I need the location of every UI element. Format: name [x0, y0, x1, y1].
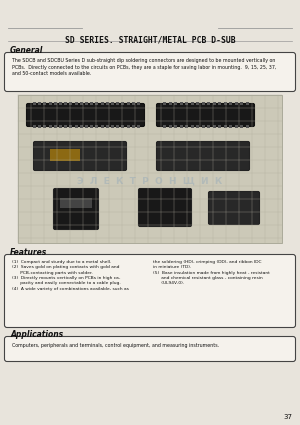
- Bar: [49, 125, 52, 128]
- Bar: [240, 102, 243, 105]
- Text: 37: 37: [283, 414, 292, 420]
- FancyBboxPatch shape: [4, 255, 296, 328]
- Bar: [137, 125, 140, 128]
- Bar: [122, 125, 124, 128]
- Bar: [80, 125, 83, 128]
- Bar: [229, 125, 232, 128]
- Bar: [64, 125, 67, 128]
- Bar: [18, 95, 282, 243]
- Text: Features: Features: [10, 248, 47, 257]
- Bar: [116, 125, 119, 128]
- Bar: [100, 125, 103, 128]
- Bar: [80, 102, 83, 105]
- FancyBboxPatch shape: [53, 189, 98, 230]
- Bar: [59, 102, 62, 105]
- Bar: [229, 102, 232, 105]
- Bar: [163, 125, 166, 128]
- Bar: [169, 125, 172, 128]
- Bar: [64, 102, 67, 105]
- FancyBboxPatch shape: [34, 142, 127, 170]
- Bar: [111, 125, 114, 128]
- FancyBboxPatch shape: [139, 189, 191, 227]
- Text: Applications: Applications: [10, 330, 63, 339]
- Bar: [179, 125, 182, 128]
- Bar: [218, 102, 221, 105]
- Bar: [137, 102, 140, 105]
- Bar: [196, 102, 199, 105]
- Bar: [60, 198, 92, 208]
- Bar: [85, 125, 88, 128]
- Bar: [111, 102, 114, 105]
- Bar: [75, 102, 78, 105]
- Bar: [202, 125, 205, 128]
- FancyBboxPatch shape: [157, 104, 254, 127]
- Bar: [174, 125, 177, 128]
- Bar: [174, 102, 177, 105]
- Bar: [212, 125, 215, 128]
- FancyBboxPatch shape: [208, 192, 260, 224]
- Bar: [245, 102, 248, 105]
- Bar: [224, 102, 226, 105]
- Bar: [190, 125, 194, 128]
- Text: Э  Л  Е  К  Т  Р  О  Н  Щ  И  К: Э Л Е К Т Р О Н Щ И К: [77, 176, 223, 185]
- Bar: [69, 125, 72, 128]
- Bar: [127, 102, 130, 105]
- Bar: [49, 102, 52, 105]
- Bar: [85, 102, 88, 105]
- Bar: [185, 125, 188, 128]
- Bar: [169, 102, 172, 105]
- Bar: [207, 125, 210, 128]
- Bar: [90, 125, 93, 128]
- Bar: [54, 102, 57, 105]
- Bar: [212, 102, 215, 105]
- Bar: [218, 125, 221, 128]
- Bar: [90, 102, 93, 105]
- Bar: [207, 102, 210, 105]
- Bar: [122, 102, 124, 105]
- Text: Computers, peripherals and terminals, control equipment, and measuring instrumen: Computers, peripherals and terminals, co…: [12, 343, 219, 348]
- Bar: [190, 102, 194, 105]
- Bar: [44, 102, 46, 105]
- Bar: [224, 125, 226, 128]
- Bar: [100, 102, 103, 105]
- Bar: [95, 125, 98, 128]
- Bar: [95, 102, 98, 105]
- Bar: [245, 125, 248, 128]
- Bar: [38, 102, 41, 105]
- Text: The SDCB and SDCBU Series D sub-straight dip soldering connectors are designed t: The SDCB and SDCBU Series D sub-straight…: [12, 58, 276, 76]
- Bar: [106, 125, 109, 128]
- Bar: [163, 102, 166, 105]
- Text: General: General: [10, 46, 43, 55]
- Bar: [33, 125, 36, 128]
- Bar: [127, 125, 130, 128]
- FancyBboxPatch shape: [4, 53, 296, 91]
- Text: SD SERIES. STRAIGHT/METAL PCB D-SUB: SD SERIES. STRAIGHT/METAL PCB D-SUB: [65, 35, 235, 44]
- Bar: [75, 125, 78, 128]
- Text: (1)  Compact and sturdy due to a metal shell.
(2)  Saves gold on plating contact: (1) Compact and sturdy due to a metal sh…: [12, 260, 129, 291]
- Bar: [33, 102, 36, 105]
- Bar: [54, 125, 57, 128]
- Bar: [50, 149, 80, 161]
- Bar: [185, 102, 188, 105]
- Bar: [132, 125, 135, 128]
- Bar: [59, 125, 62, 128]
- Bar: [116, 102, 119, 105]
- Bar: [44, 125, 46, 128]
- Bar: [132, 102, 135, 105]
- Bar: [179, 102, 182, 105]
- Bar: [240, 125, 243, 128]
- Bar: [202, 102, 205, 105]
- Bar: [235, 125, 238, 128]
- FancyBboxPatch shape: [4, 337, 296, 362]
- Bar: [235, 102, 238, 105]
- FancyBboxPatch shape: [26, 104, 145, 127]
- Bar: [38, 125, 41, 128]
- FancyBboxPatch shape: [157, 142, 250, 170]
- Bar: [196, 125, 199, 128]
- Text: the soldering (HD), crimping (DD), and ribbon IDC
in miniature (TD).
(5)  Base i: the soldering (HD), crimping (DD), and r…: [153, 260, 270, 286]
- Bar: [69, 102, 72, 105]
- Bar: [106, 102, 109, 105]
